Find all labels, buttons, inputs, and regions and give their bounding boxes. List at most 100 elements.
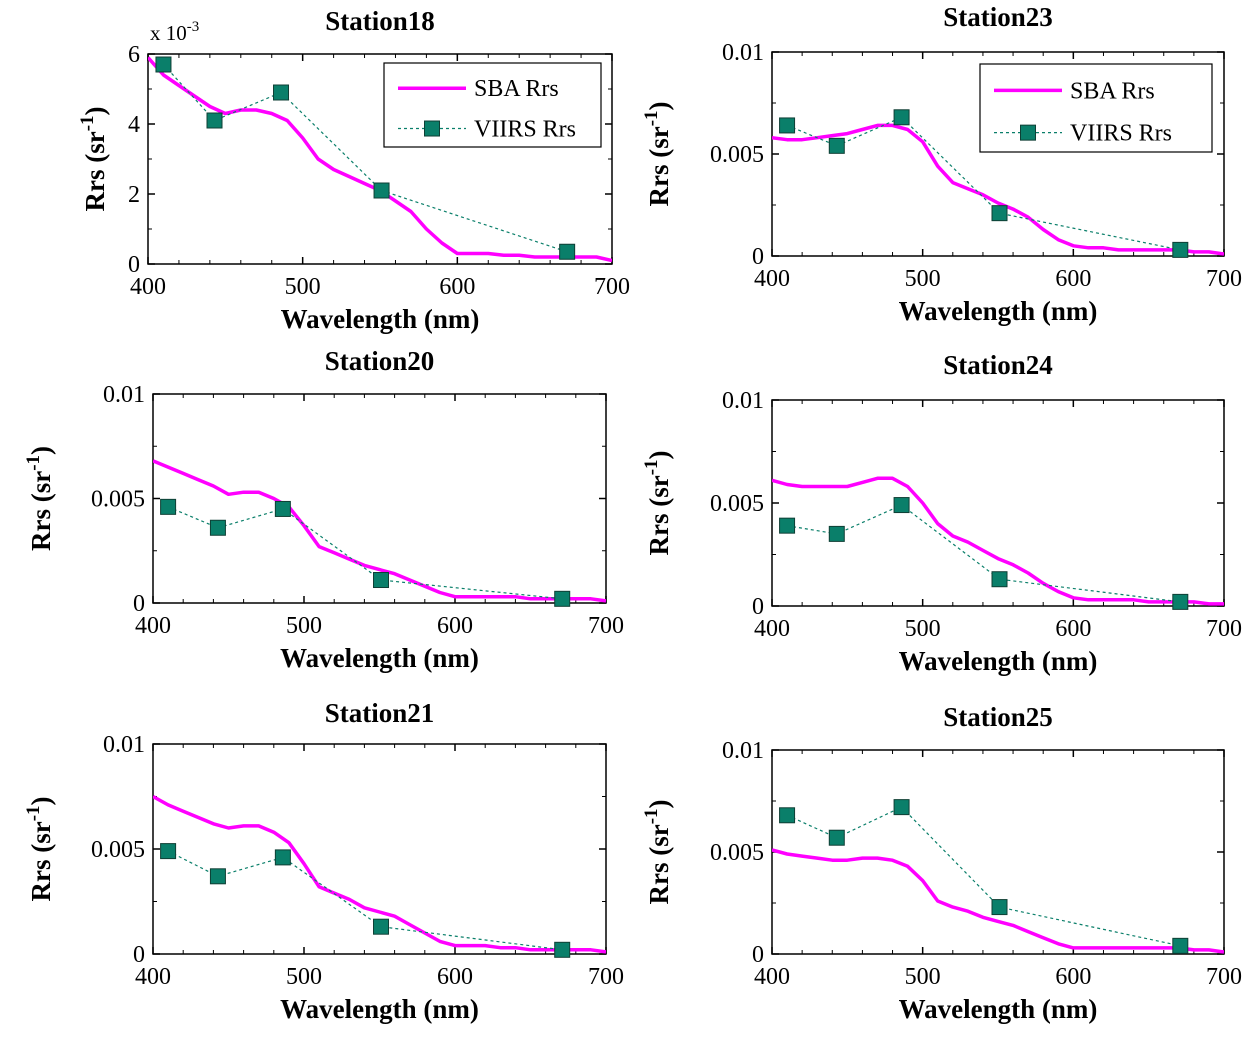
y-label-base: Rrs (sr bbox=[644, 126, 674, 206]
y-tick-label: 0 bbox=[752, 244, 764, 270]
x-tick-label: 700 bbox=[1206, 616, 1242, 642]
y-label-base: Rrs (sr bbox=[26, 821, 56, 901]
y-label-close: ) bbox=[644, 450, 674, 459]
data-point-viirs bbox=[554, 590, 571, 607]
plot-frame bbox=[152, 393, 607, 604]
y-tick-label: 0.005 bbox=[710, 142, 764, 168]
chart-title: Station20 bbox=[325, 346, 435, 376]
data-point-viirs bbox=[273, 84, 290, 101]
y-label-close: ) bbox=[644, 799, 674, 808]
chart-panel-2: Station20 400 500 600 700 0 0.005 0.01 Wavelengt… bbox=[23, 346, 624, 673]
legend-box bbox=[383, 62, 602, 148]
y-label-close: ) bbox=[644, 101, 674, 110]
y-tick-label: 0.01 bbox=[103, 732, 145, 758]
chart-panel-4: Station21 400 500 600 700 0 0.005 0.01 Wavelengt… bbox=[23, 698, 624, 1024]
y-label-exponent: -1 bbox=[77, 115, 98, 131]
y-axis-label: Rrs (sr-1) bbox=[641, 450, 674, 555]
x-tick-label: 500 bbox=[286, 613, 322, 639]
y-label-close: ) bbox=[80, 106, 110, 115]
x-tick-label: 500 bbox=[285, 274, 321, 300]
y-label-exponent: -1 bbox=[641, 808, 662, 824]
y-tick-label: 0.01 bbox=[103, 382, 145, 408]
legend-label-viirs: VIIRS Rrs bbox=[474, 117, 576, 143]
x-tick-label: 400 bbox=[130, 274, 166, 300]
y-tick-label: 0.005 bbox=[91, 487, 145, 513]
chart-title: Station24 bbox=[943, 350, 1053, 380]
y-tick-label: 4 bbox=[128, 112, 140, 138]
chart-title: Station18 bbox=[325, 6, 435, 36]
chart-title: Station25 bbox=[943, 702, 1053, 732]
data-point-viirs bbox=[893, 109, 910, 126]
data-point-viirs bbox=[155, 56, 172, 73]
x-tick-label: 600 bbox=[437, 613, 473, 639]
series-line-sba bbox=[772, 123, 1224, 256]
x-axis-label: Wavelength (nm) bbox=[899, 646, 1098, 676]
x-tick-label: 400 bbox=[135, 964, 171, 990]
legend-swatch-viirs-marker bbox=[424, 120, 440, 137]
x-axis-label: Wavelength (nm) bbox=[899, 296, 1098, 326]
data-point-viirs bbox=[206, 112, 223, 129]
data-point-viirs bbox=[991, 571, 1008, 588]
y-label-close: ) bbox=[26, 796, 56, 805]
data-point-viirs bbox=[1172, 593, 1189, 610]
y-label-base: Rrs (sr bbox=[80, 131, 110, 211]
legend-label-sba: SBA Rrs bbox=[474, 76, 559, 102]
y-label-base: Rrs (sr bbox=[644, 475, 674, 555]
data-point-viirs bbox=[554, 941, 571, 958]
data-point-viirs bbox=[373, 572, 390, 589]
x-tick-label: 500 bbox=[905, 964, 941, 990]
series-line-viirs bbox=[786, 806, 1181, 947]
data-point-viirs bbox=[274, 500, 291, 517]
y-label-close: ) bbox=[26, 446, 56, 455]
data-point-viirs bbox=[893, 497, 910, 514]
x-tick-label: 500 bbox=[905, 266, 941, 292]
series-line-sba bbox=[772, 476, 1224, 606]
y-tick-label: 0.005 bbox=[710, 840, 764, 866]
y-tick-label: 0 bbox=[752, 594, 764, 620]
y-label-exponent: -1 bbox=[23, 455, 44, 471]
chart-panel-0: Station18 400 500 600 700 0 2 4 6 x 10-3 Wavelengt… bbox=[77, 6, 630, 334]
y-tick-label: 0.01 bbox=[722, 40, 764, 66]
x-tick-label: 700 bbox=[588, 613, 624, 639]
chart-panel-5: Station25 400 500 600 700 0 0.005 0.01 Wavelengt… bbox=[641, 702, 1242, 1024]
y-axis-label: Rrs (sr-1) bbox=[23, 446, 56, 551]
y-axis-label: Rrs (sr-1) bbox=[23, 796, 56, 901]
y-tick-label: 2 bbox=[128, 182, 140, 208]
data-point-viirs bbox=[373, 918, 390, 935]
series-line-viirs bbox=[167, 850, 563, 951]
data-point-viirs bbox=[160, 498, 177, 515]
y-axis-label: Rrs (sr-1) bbox=[77, 106, 110, 211]
data-point-viirs bbox=[991, 899, 1008, 916]
series-line-sba bbox=[153, 459, 606, 603]
x-tick-label: 600 bbox=[1055, 266, 1091, 292]
x-tick-label: 400 bbox=[135, 613, 171, 639]
data-point-viirs bbox=[1172, 241, 1189, 258]
y-tick-label: 0.005 bbox=[710, 491, 764, 517]
y-tick-label: 0.01 bbox=[722, 388, 764, 414]
x-tick-label: 600 bbox=[439, 274, 475, 300]
multiplier-base: x 10 bbox=[150, 21, 187, 45]
data-point-viirs bbox=[274, 849, 291, 866]
y-label-exponent: -1 bbox=[641, 110, 662, 126]
x-tick-label: 700 bbox=[1206, 964, 1242, 990]
data-point-viirs bbox=[828, 525, 845, 542]
x-tick-label: 700 bbox=[594, 274, 630, 300]
data-point-viirs bbox=[991, 205, 1008, 222]
y-axis-label: Rrs (sr-1) bbox=[641, 799, 674, 904]
data-point-viirs bbox=[779, 117, 796, 134]
data-point-viirs bbox=[559, 243, 576, 260]
y-label-exponent: -1 bbox=[23, 805, 44, 821]
legend-label-sba: SBA Rrs bbox=[1070, 78, 1155, 104]
series-line-viirs bbox=[167, 506, 563, 600]
x-tick-label: 700 bbox=[1206, 266, 1242, 292]
data-point-viirs bbox=[160, 843, 177, 860]
plot-frame bbox=[771, 749, 1225, 955]
legend: SBA Rrs VIIRS Rrs bbox=[383, 62, 602, 148]
data-point-viirs bbox=[893, 799, 910, 816]
y-label-base: Rrs (sr bbox=[644, 824, 674, 904]
chart-title: Station23 bbox=[943, 2, 1053, 32]
data-point-viirs bbox=[779, 807, 796, 824]
legend-label-viirs: VIIRS Rrs bbox=[1070, 121, 1172, 147]
y-axis-multiplier: x 10-3 bbox=[150, 19, 199, 45]
y-tick-label: 0 bbox=[752, 942, 764, 968]
